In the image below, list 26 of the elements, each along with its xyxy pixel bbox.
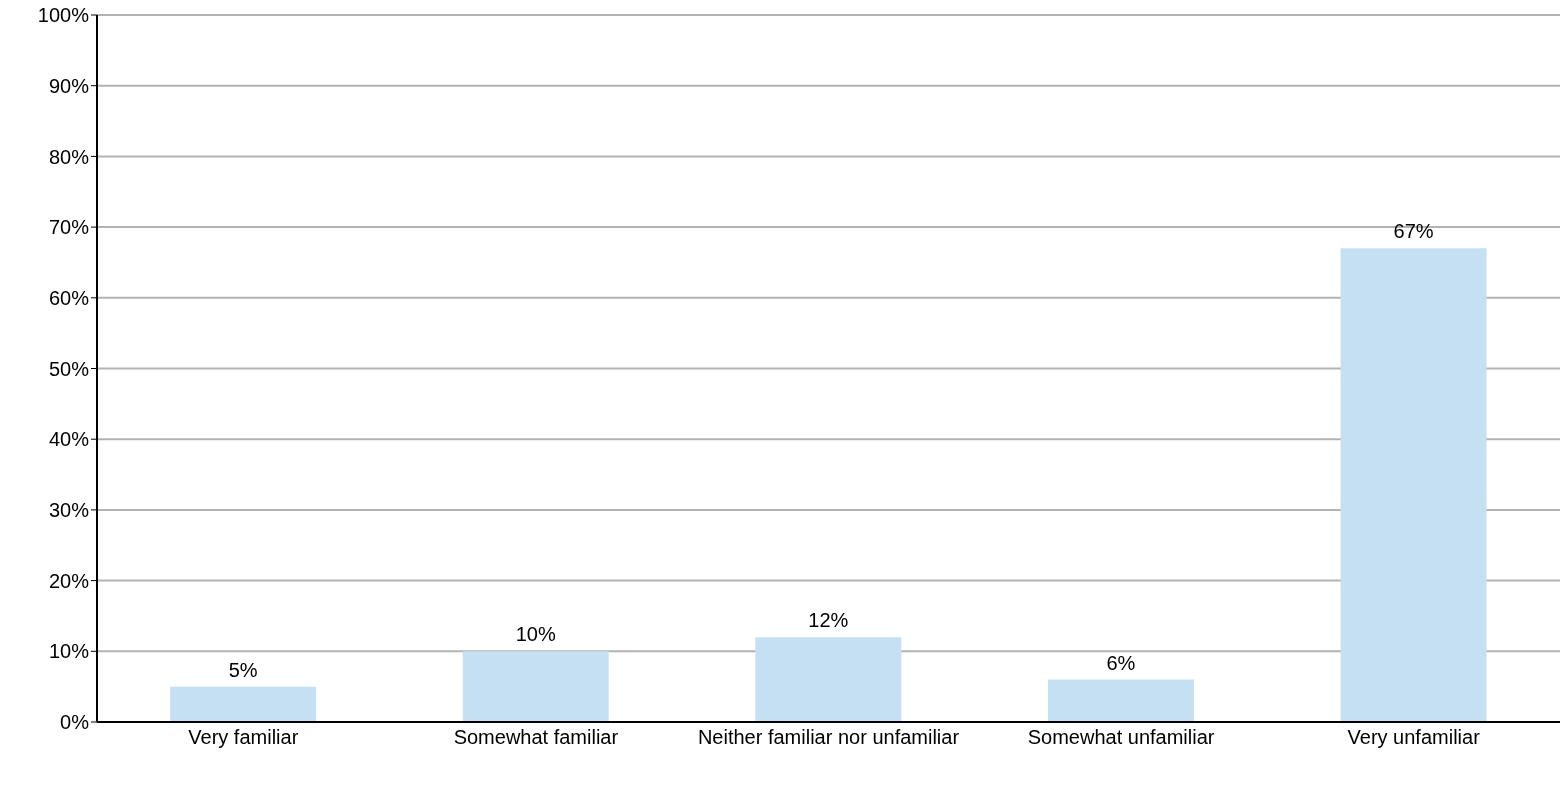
bar: [170, 686, 317, 722]
data-label: 5%: [228, 658, 258, 681]
y-tick-label: 50%: [48, 357, 90, 380]
y-tick-label: 20%: [48, 569, 90, 592]
y-tick-label: 100%: [37, 4, 90, 27]
y-tick-label: 70%: [48, 216, 90, 239]
data-label: 67%: [1393, 220, 1434, 243]
y-tick-label: 10%: [48, 640, 90, 663]
x-tick-label: Very familiar: [188, 726, 299, 749]
x-tick-label: Very unfamiliar: [1347, 726, 1481, 749]
x-tick-label: Neither familiar nor unfamiliar: [697, 726, 960, 749]
y-tick-label: 80%: [48, 145, 90, 168]
y-tick-label: 30%: [48, 499, 90, 521]
data-label: 10%: [515, 623, 556, 646]
bar: [1340, 248, 1487, 722]
data-label: 6%: [1106, 651, 1136, 674]
y-tick-label: 40%: [48, 428, 90, 451]
y-tick-label: 60%: [48, 286, 90, 309]
bar: [462, 651, 609, 722]
y-tick-label: 0%: [60, 711, 90, 734]
bar: [755, 637, 902, 722]
bar: [1047, 679, 1194, 722]
x-tick-label: Somewhat familiar: [453, 726, 619, 749]
data-label: 12%: [808, 609, 849, 632]
x-tick-label: Somewhat unfamiliar: [1027, 726, 1215, 749]
y-tick-label: 90%: [48, 74, 90, 97]
